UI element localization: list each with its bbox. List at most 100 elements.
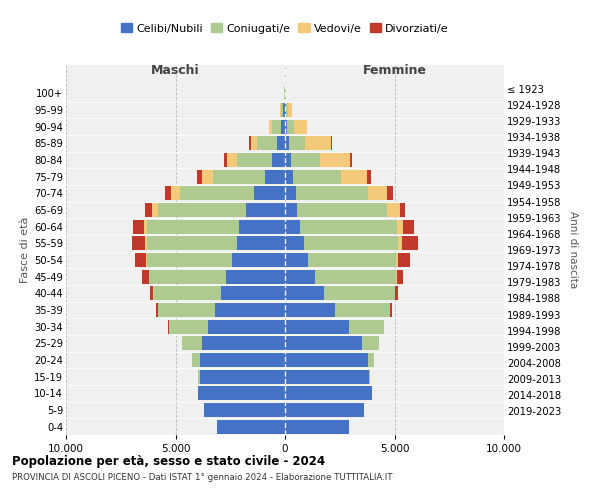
Bar — [277, 136, 285, 150]
Bar — [294, 120, 307, 134]
Bar — [286, 103, 288, 117]
Bar — [239, 220, 285, 234]
Bar — [251, 136, 257, 150]
Bar — [305, 136, 331, 150]
Bar — [296, 186, 368, 200]
Bar — [142, 270, 149, 284]
Bar — [350, 153, 352, 167]
Bar — [314, 270, 395, 284]
Bar — [285, 220, 301, 234]
Bar — [391, 303, 392, 317]
Bar — [285, 320, 349, 334]
Bar — [199, 386, 285, 400]
Bar — [221, 286, 285, 300]
Bar — [280, 103, 281, 117]
Bar — [226, 270, 285, 284]
Bar — [285, 386, 371, 400]
Bar — [257, 136, 277, 150]
Bar — [285, 370, 370, 384]
Bar — [285, 186, 296, 200]
Bar — [289, 136, 305, 150]
Bar — [285, 253, 308, 267]
Bar — [136, 253, 146, 267]
Bar — [158, 203, 245, 217]
Bar — [293, 170, 341, 183]
Bar — [152, 203, 158, 217]
Bar — [285, 153, 291, 167]
Text: Femmine: Femmine — [362, 64, 427, 78]
Y-axis label: Fasce di età: Fasce di età — [20, 217, 30, 283]
Bar — [325, 286, 395, 300]
Bar — [272, 120, 281, 134]
Bar — [145, 236, 147, 250]
Bar — [320, 153, 350, 167]
Bar — [200, 370, 285, 384]
Bar — [395, 286, 398, 300]
Bar — [400, 203, 406, 217]
Text: PROVINCIA DI ASCOLI PICENO - Dati ISTAT 1° gennaio 2024 - Elaborazione TUTTITALI: PROVINCIA DI ASCOLI PICENO - Dati ISTAT … — [12, 472, 392, 482]
Bar — [403, 220, 414, 234]
Bar — [192, 353, 200, 367]
Bar — [398, 253, 410, 267]
Bar — [182, 336, 202, 350]
Bar — [367, 170, 371, 183]
Bar — [217, 420, 285, 434]
Bar — [147, 236, 237, 250]
Bar — [237, 236, 285, 250]
Bar — [285, 270, 314, 284]
Bar — [397, 270, 403, 284]
Bar — [285, 336, 362, 350]
Bar — [237, 153, 272, 167]
Text: Popolazione per età, sesso e stato civile - 2024: Popolazione per età, sesso e stato civil… — [12, 455, 325, 468]
Bar — [398, 236, 402, 250]
Bar — [202, 170, 213, 183]
Bar — [147, 253, 232, 267]
Bar — [213, 170, 265, 183]
Bar — [395, 253, 398, 267]
Y-axis label: Anni di nascita: Anni di nascita — [568, 212, 578, 288]
Bar — [170, 186, 180, 200]
Bar — [301, 220, 397, 234]
Bar — [368, 353, 374, 367]
Bar — [149, 286, 153, 300]
Bar — [272, 153, 285, 167]
Bar — [197, 170, 202, 183]
Bar — [291, 153, 320, 167]
Bar — [146, 253, 147, 267]
Bar — [265, 170, 285, 183]
Bar — [331, 136, 332, 150]
Bar — [132, 236, 145, 250]
Bar — [245, 203, 285, 217]
Bar — [133, 220, 144, 234]
Bar — [204, 403, 285, 417]
Bar — [281, 103, 283, 117]
Bar — [349, 320, 383, 334]
Bar — [304, 236, 398, 250]
Bar — [285, 103, 286, 117]
Bar — [164, 186, 170, 200]
Bar — [362, 336, 379, 350]
Bar — [285, 236, 304, 250]
Text: Maschi: Maschi — [151, 64, 200, 78]
Bar — [156, 303, 158, 317]
Bar — [285, 170, 293, 183]
Bar — [232, 253, 285, 267]
Bar — [387, 203, 400, 217]
Bar — [285, 353, 368, 367]
Bar — [288, 103, 292, 117]
Bar — [180, 186, 254, 200]
Bar — [154, 286, 221, 300]
Bar — [388, 186, 393, 200]
Bar — [158, 303, 215, 317]
Bar — [308, 253, 395, 267]
Bar — [149, 270, 226, 284]
Bar — [285, 420, 349, 434]
Bar — [224, 153, 227, 167]
Bar — [208, 320, 285, 334]
Bar — [147, 220, 239, 234]
Bar — [285, 120, 287, 134]
Bar — [285, 136, 289, 150]
Bar — [281, 120, 285, 134]
Bar — [215, 303, 285, 317]
Bar — [199, 370, 200, 384]
